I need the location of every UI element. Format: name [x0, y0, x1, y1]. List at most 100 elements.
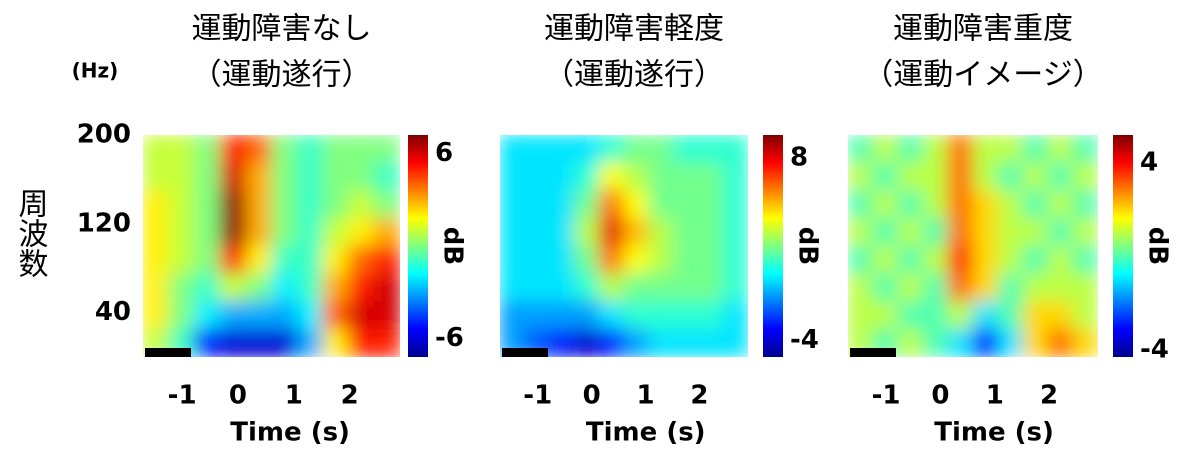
heatmap-cell [574, 218, 600, 247]
heatmap-cell [698, 329, 724, 358]
heatmap-cell [948, 246, 974, 275]
heatmap-cell [143, 301, 170, 330]
heatmap-cell [948, 301, 974, 330]
heatmap-cell [873, 162, 899, 191]
heatmap-cell [374, 218, 401, 247]
heatmap-cell [848, 190, 874, 219]
x-axis-label: Time (s) [586, 418, 706, 448]
heatmap-cell [898, 329, 924, 358]
heatmap-cell [673, 218, 699, 247]
heatmap-cell [348, 246, 375, 275]
heatmap-cell [898, 190, 924, 219]
heatmap-cell [698, 218, 724, 247]
heatmap-cell [348, 301, 375, 330]
heatmap-cell [297, 273, 324, 302]
heatmap-cell [673, 162, 699, 191]
heatmap-cell [143, 162, 170, 191]
heatmap-cell [948, 135, 974, 164]
heatmap-cell [194, 301, 221, 330]
baseline-bar [502, 348, 548, 357]
heatmap-cell [1073, 301, 1099, 330]
heatmap-cell [973, 135, 999, 164]
heatmap-cell [624, 329, 650, 358]
heatmap-cell [698, 273, 724, 302]
heatmap-cell [549, 301, 575, 330]
heatmap-cell [549, 135, 575, 164]
heatmap-cell [574, 162, 600, 191]
heatmap-cell [673, 190, 699, 219]
heatmap-cell [168, 301, 195, 330]
heatmap-cell [948, 329, 974, 358]
heatmap-cell [348, 135, 375, 164]
plot-area [143, 135, 401, 358]
heatmap-cell [923, 218, 949, 247]
heatmap-cell [374, 190, 401, 219]
heatmap-cell [348, 329, 375, 358]
heatmap-cell [898, 162, 924, 191]
heatmap-cell [698, 135, 724, 164]
heatmap-cell [1048, 329, 1074, 358]
heatmap-cell [599, 301, 625, 330]
heatmap-cell [973, 218, 999, 247]
heatmap-cell [624, 301, 650, 330]
plot-area [500, 135, 749, 358]
heatmap-cell [1048, 190, 1074, 219]
heatmap-cell [998, 273, 1024, 302]
heatmap-cell [271, 135, 298, 164]
heatmap-cell [1023, 273, 1049, 302]
heatmap-cell [143, 246, 170, 275]
heatmap-cell [245, 301, 272, 330]
heatmap-cell [574, 135, 600, 164]
heatmap-cell [648, 135, 674, 164]
heatmap-cell [923, 162, 949, 191]
heatmap-cell [873, 246, 899, 275]
heatmap-cell [245, 218, 272, 247]
heatmap-cell [973, 246, 999, 275]
heatmap-cell [549, 246, 575, 275]
heatmap-cell [848, 135, 874, 164]
x-tick-label: 2 [1040, 381, 1058, 411]
heatmap-cell [500, 246, 526, 275]
heatmap-cell [549, 273, 575, 302]
x-tick-label: -1 [168, 381, 197, 411]
heatmap-cell [322, 329, 349, 358]
heatmap-cell [500, 135, 526, 164]
heatmap-cell [348, 162, 375, 191]
heatmap-cell [898, 135, 924, 164]
heatmap-cell [524, 273, 550, 302]
heatmap-cell [574, 329, 600, 358]
heatmap-cell [168, 190, 195, 219]
heatmap-cell [1023, 162, 1049, 191]
y-tick-label: 40 [95, 297, 131, 327]
heatmap-cell [574, 273, 600, 302]
heatmap-cell [220, 273, 247, 302]
heatmap-cell [723, 329, 749, 358]
heatmap-cell [998, 135, 1024, 164]
heatmap-cell [374, 135, 401, 164]
x-tick-label: 0 [229, 381, 247, 411]
heatmap-cell [673, 246, 699, 275]
heatmap-cell [245, 329, 272, 358]
heatmap-cell [348, 190, 375, 219]
heatmap-cell [923, 273, 949, 302]
heatmap-cell [973, 301, 999, 330]
heatmap-cell [1048, 162, 1074, 191]
heatmap-cell [1048, 273, 1074, 302]
heatmap-cell [574, 246, 600, 275]
heatmap-cell [374, 246, 401, 275]
baseline-bar [145, 348, 191, 357]
heatmap-cell [271, 190, 298, 219]
heatmap-cell [1023, 135, 1049, 164]
colorbar-label: dB [793, 227, 823, 265]
heatmap-cell [1023, 218, 1049, 247]
heatmap-cell [1023, 329, 1049, 358]
heatmap-cell [624, 162, 650, 191]
heatmap-cell [143, 273, 170, 302]
chart-title: 運動障害軽度 [544, 12, 724, 47]
chart-title: 運動障害なし [192, 12, 372, 47]
x-tick-label: 2 [690, 381, 708, 411]
heatmap [143, 135, 401, 358]
plot-area [848, 135, 1099, 358]
heatmap-cell [500, 162, 526, 191]
heatmap-cell [648, 218, 674, 247]
